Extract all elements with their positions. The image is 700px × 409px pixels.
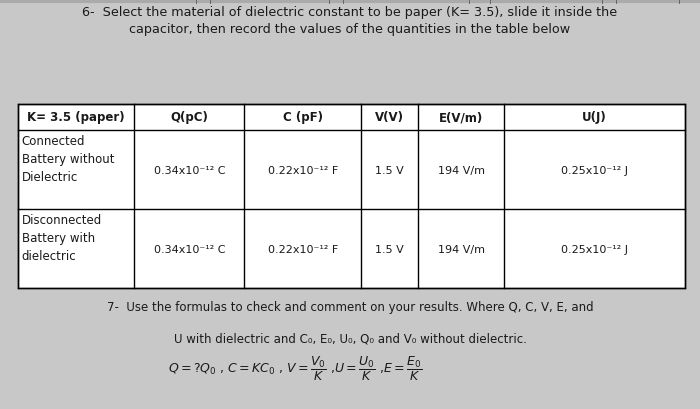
Text: 1.5 V: 1.5 V	[375, 165, 404, 175]
Text: 194 V/m: 194 V/m	[438, 165, 484, 175]
Text: 0.25x10⁻¹² J: 0.25x10⁻¹² J	[561, 165, 628, 175]
Text: capacitor, then record the values of the quantities in the table below: capacitor, then record the values of the…	[130, 22, 570, 36]
Text: $Q=?Q_0$ , $C=KC_0$ , $V=\dfrac{V_0}{K}$ ,$U=\dfrac{U_0}{K}$ ,$E=\dfrac{E_0}{K}$: $Q=?Q_0$ , $C=KC_0$ , $V=\dfrac{V_0}{K}$…	[168, 354, 422, 382]
Text: 0.25x10⁻¹² J: 0.25x10⁻¹² J	[561, 244, 628, 254]
Text: C (pF): C (pF)	[283, 111, 323, 124]
Text: 0.34x10⁻¹² C: 0.34x10⁻¹² C	[153, 165, 225, 175]
Text: U with dielectric and C₀, E₀, U₀, Q₀ and V₀ without dielectric.: U with dielectric and C₀, E₀, U₀, Q₀ and…	[174, 331, 526, 344]
Text: Disconnected
Battery with
dielectric: Disconnected Battery with dielectric	[22, 214, 102, 263]
Text: 0.22x10⁻¹² F: 0.22x10⁻¹² F	[267, 244, 338, 254]
Text: 1.5 V: 1.5 V	[375, 244, 404, 254]
Text: 7-  Use the formulas to check and comment on your results. Where Q, C, V, E, and: 7- Use the formulas to check and comment…	[106, 301, 594, 314]
Text: U(J): U(J)	[582, 111, 607, 124]
Text: E(V/m): E(V/m)	[439, 111, 483, 124]
Text: 0.34x10⁻¹² C: 0.34x10⁻¹² C	[153, 244, 225, 254]
Text: 0.22x10⁻¹² F: 0.22x10⁻¹² F	[267, 165, 338, 175]
Text: 6-  Select the material of dielectric constant to be paper (K= 3.5), slide it in: 6- Select the material of dielectric con…	[83, 6, 617, 19]
Text: Connected
Battery without
Dielectric: Connected Battery without Dielectric	[22, 135, 114, 184]
Text: V(V): V(V)	[375, 111, 404, 124]
Text: 194 V/m: 194 V/m	[438, 244, 484, 254]
Text: Q(pC): Q(pC)	[170, 111, 208, 124]
Text: K= 3.5 (paper): K= 3.5 (paper)	[27, 111, 125, 124]
